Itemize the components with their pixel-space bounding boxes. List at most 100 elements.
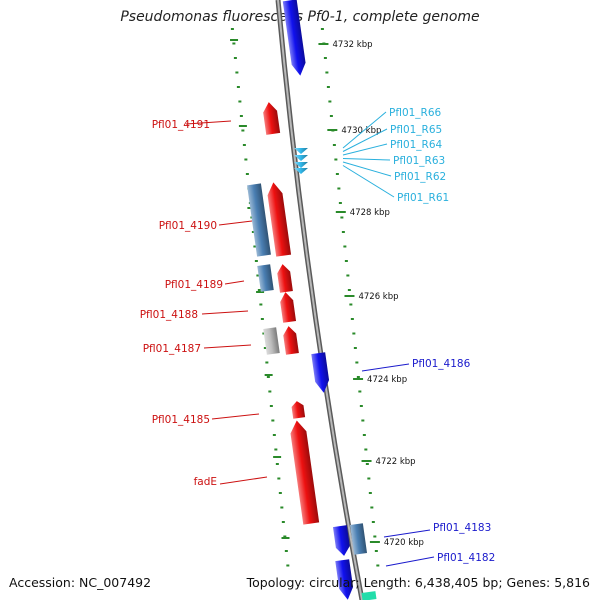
tick-mark-left — [232, 42, 236, 45]
gene-arrow-pfl01-4182 — [335, 559, 354, 600]
major-tick-right — [353, 378, 364, 380]
gene-label-left-leader — [224, 280, 245, 285]
gene-bar-bottom-teal — [361, 591, 377, 600]
major-tick-left — [281, 537, 290, 539]
gene-label-right: Pfl01_4186 — [412, 358, 471, 370]
tick-mark-right — [361, 419, 365, 422]
tick-mark-left — [268, 390, 272, 393]
tick-mark-left — [241, 129, 245, 132]
tick-mark-left — [262, 332, 266, 335]
genome-stats-text: Topology: circular; Length: 6,438,405 bp… — [246, 575, 590, 590]
tick-mark-left — [256, 274, 260, 277]
gene-arrow-pfl01-4187 — [283, 326, 299, 355]
gene-label-left-leader — [219, 476, 268, 485]
tick-mark-left — [245, 173, 249, 175]
tick-mark-right — [347, 289, 351, 291]
tick-mark-left — [242, 144, 246, 146]
tick-mark-right — [371, 521, 375, 523]
gene-label-left: Pfl01_4189 — [165, 279, 223, 291]
tick-mark-left — [251, 231, 255, 233]
rna-features — [294, 148, 308, 174]
scale-label: 4724 kbp — [367, 375, 407, 385]
tick-mark-right — [340, 216, 344, 219]
tick-mark-left — [233, 57, 237, 59]
tick-mark-right — [365, 463, 369, 465]
tick-mark-left — [283, 535, 287, 538]
major-tick-right — [344, 295, 355, 297]
tick-mark-right — [320, 28, 324, 30]
gene-label-left-leader — [201, 310, 249, 315]
tick-mark-right — [350, 318, 354, 320]
tick-mark-left — [272, 434, 276, 436]
gene-arrow-pfl01-4186 — [311, 352, 330, 393]
tick-mark-right — [325, 71, 329, 74]
tick-mark-right — [358, 390, 362, 393]
scale-label: 4732 kbp — [332, 40, 372, 50]
gene-arrow-pfl01-4189 — [277, 264, 293, 293]
tick-mark-right — [352, 332, 356, 335]
tick-mark-right — [341, 231, 345, 233]
tick-mark-right — [362, 434, 366, 436]
tick-mark-right — [334, 158, 338, 161]
tick-mark-left — [266, 376, 270, 378]
scale-label: 4730 kbp — [341, 126, 381, 136]
tick-mark-left — [263, 347, 267, 349]
gene-label-right: Pfl01_4182 — [437, 552, 495, 564]
tick-mark-left — [236, 86, 240, 88]
gene-label-left: fadE — [194, 476, 217, 488]
tick-mark-left — [271, 419, 275, 422]
tick-mark-right — [337, 187, 341, 190]
tick-mark-right — [343, 245, 347, 248]
scale-label: 4728 kbp — [350, 208, 390, 218]
tick-mark-right — [335, 173, 339, 175]
gene-label-right: Pfl01_4183 — [433, 522, 491, 534]
major-tick-right — [318, 43, 329, 45]
rna-label-leader — [342, 161, 392, 177]
tick-mark-left — [274, 448, 278, 451]
gene-arrow-pfl01-4190 — [267, 182, 292, 257]
major-tick-left — [230, 39, 239, 41]
tick-mark-right — [359, 405, 363, 407]
tick-mark-right — [332, 144, 336, 146]
tick-mark-left — [239, 115, 243, 117]
tick-mark-left — [238, 100, 242, 103]
gene-label-right-leader — [361, 363, 410, 372]
gene-label-left-leader — [185, 120, 232, 125]
gene-arrow-reverse — [282, 0, 306, 76]
gene-arrow-pfl01-4191 — [263, 102, 281, 135]
tick-mark-left — [235, 71, 239, 74]
gene-arrow-pfl01-4185 — [291, 401, 306, 419]
major-tick-left — [256, 291, 265, 293]
major-tick-right — [335, 211, 346, 213]
gene-bar-pfl01-4183-steel — [349, 523, 368, 555]
major-tick-left — [264, 374, 273, 376]
rna-label-leader — [342, 128, 388, 152]
tick-mark-left — [286, 564, 290, 567]
rna-label: Pfl01_R66 — [389, 107, 442, 119]
tick-mark-right — [353, 347, 357, 349]
rna-label: Pfl01_R62 — [394, 171, 446, 183]
gene-arrow-pfl01-4183 — [332, 525, 350, 556]
tick-mark-right — [367, 477, 371, 480]
tick-mark-right — [328, 100, 332, 103]
scale-label: 4722 kbp — [376, 457, 416, 467]
tick-mark-left — [265, 361, 269, 364]
rna-label: Pfl01_R65 — [390, 124, 442, 136]
tick-mark-right — [364, 448, 368, 451]
rna-label: Pfl01_R61 — [397, 192, 449, 204]
gene-bar-pfl01-4187-grey — [263, 327, 280, 355]
gene-bar-pfl01-4189-steel — [257, 264, 274, 292]
tick-mark-right — [349, 303, 353, 306]
gene-label-left: Pfl01_4188 — [140, 309, 198, 321]
rna-label-leader — [342, 165, 395, 198]
accession-text: Accession: NC_007492 — [9, 575, 152, 590]
tick-mark-left — [257, 289, 261, 291]
tick-mark-right — [373, 535, 377, 538]
major-tick-left — [238, 125, 247, 127]
gene-label-left: Pfl01_4191 — [152, 119, 210, 131]
gene-label-left: Pfl01_4190 — [159, 220, 217, 232]
rna-chevron — [294, 148, 308, 154]
rna-chevron — [294, 155, 308, 161]
tick-mark-left — [253, 245, 257, 248]
tick-mark-left — [269, 405, 273, 407]
